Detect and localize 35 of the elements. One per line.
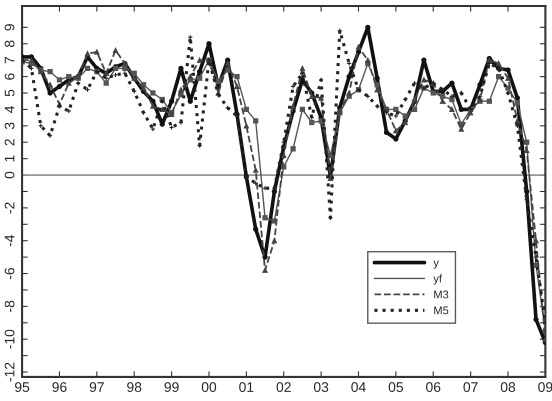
y-tick-label: -6 [4, 268, 14, 280]
y-tick-label: -12 [4, 362, 14, 382]
x-tick-label: 03 [314, 382, 328, 392]
x-tick-label: 07 [463, 382, 478, 392]
legend-label: y [433, 260, 439, 269]
legend-label: yf [433, 274, 442, 285]
x-tick-label: 95 [15, 382, 30, 392]
x-tick-label: 98 [127, 382, 142, 392]
y-tick-label: -8 [4, 300, 14, 312]
x-tick-label: 01 [239, 382, 254, 392]
x-tick-label: 06 [426, 382, 440, 392]
legend-label: M5 [434, 306, 448, 314]
legend-label: M3 [434, 290, 448, 298]
x-tick-label: 96 [52, 382, 67, 392]
y-tick-label: -2 [4, 202, 14, 214]
y-tick-label: 2 [4, 139, 14, 146]
x-tick-label: 05 [388, 382, 404, 392]
y-tick-label: -4 [4, 234, 14, 246]
y-tick-label: 8 [4, 40, 14, 48]
x-tick-label: 97 [90, 382, 104, 392]
x-tick-label: 08 [500, 382, 516, 392]
y-tick-label: 1 [4, 155, 14, 162]
y-tick-label: 3 [4, 122, 14, 130]
y-tick-label: 0 [4, 172, 14, 178]
x-tick-label: 02 [276, 382, 291, 392]
y-tick-label: 6 [4, 73, 14, 80]
x-tick-label: 99 [164, 382, 179, 392]
x-tick-label: 00 [202, 382, 216, 392]
y-tick-label: 7 [4, 57, 14, 64]
x-tick-label: 04 [351, 382, 366, 392]
x-tick-label: 09 [538, 382, 552, 392]
y-tick-label: -10 [4, 330, 14, 349]
y-tick-label: 4 [4, 106, 14, 113]
y-tick-label: 9 [4, 24, 14, 31]
y-tick-label: 5 [4, 90, 14, 96]
